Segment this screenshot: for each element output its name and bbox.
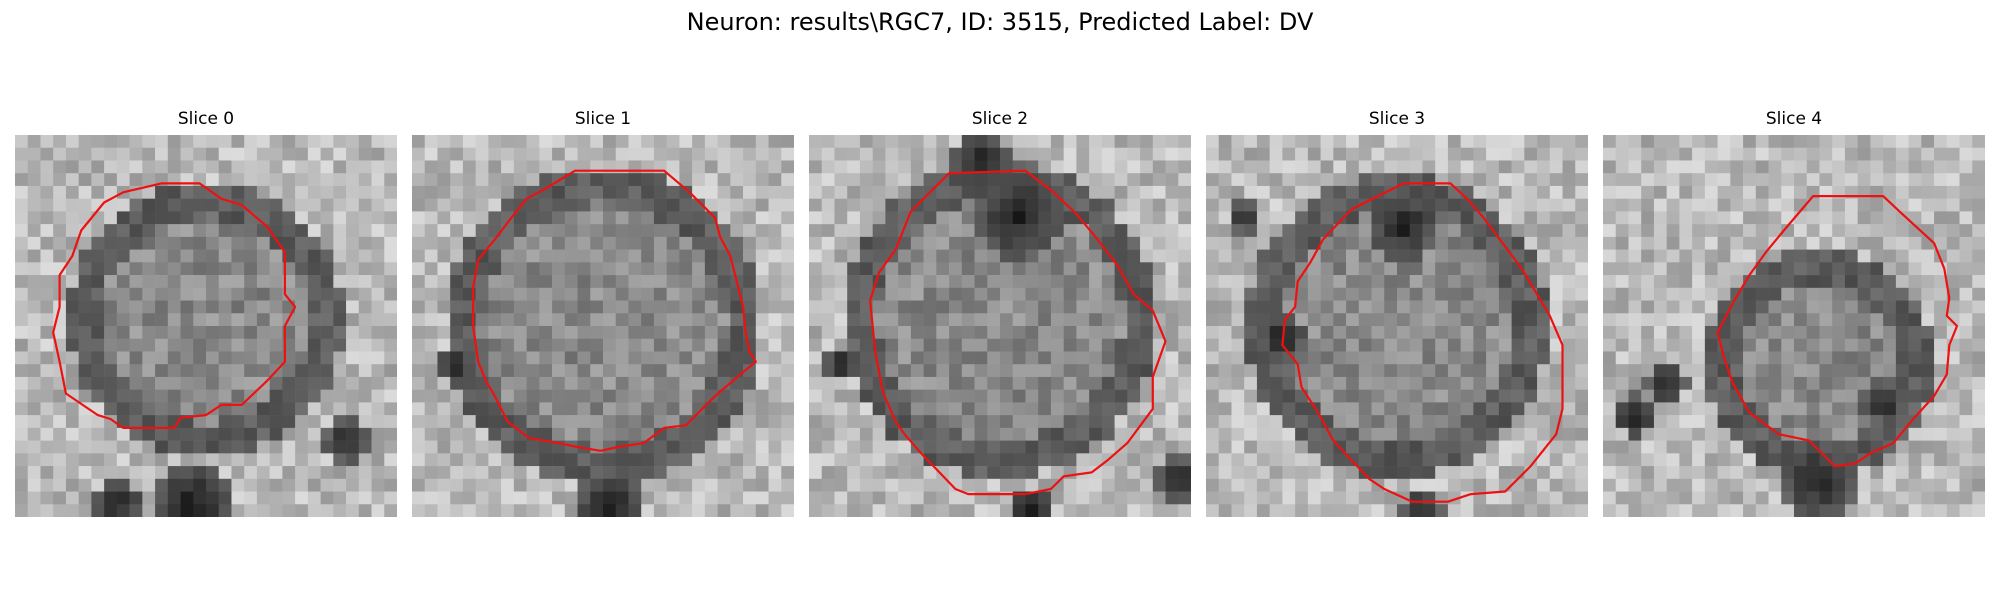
slice-panel-1: Slice 1 [412, 108, 794, 517]
slice-panel-2: Slice 2 [809, 108, 1191, 517]
slice-image [809, 135, 1191, 517]
pixel-grid [1603, 135, 1985, 517]
slice-title: Slice 4 [1765, 109, 1823, 129]
slice-image [412, 135, 794, 517]
pixel-grid [1206, 135, 1588, 517]
figure-title: Neuron: results\RGC7, ID: 3515, Predicte… [686, 8, 1314, 36]
segmentation-contour [1281, 182, 1564, 503]
slice-title: Slice 0 [177, 109, 235, 129]
segmentation-contour [52, 182, 297, 429]
slice-panel-4: Slice 4 [1603, 108, 1985, 517]
slice-title: Slice 3 [1368, 109, 1426, 129]
slice-title: Slice 2 [971, 109, 1029, 129]
pixel-grid [15, 135, 397, 517]
slice-title: Slice 1 [574, 109, 632, 129]
pixel-grid [809, 135, 1191, 517]
slice-panel-0: Slice 0 [15, 108, 397, 517]
slice-image [1603, 135, 1985, 517]
pixel-grid [412, 135, 794, 517]
segmentation-contour [868, 169, 1167, 496]
segmentation-contour [1716, 194, 1959, 468]
slice-image [1206, 135, 1588, 517]
segmentation-contour [471, 169, 757, 452]
slice-image [15, 135, 397, 517]
slice-panel-3: Slice 3 [1206, 108, 1588, 517]
